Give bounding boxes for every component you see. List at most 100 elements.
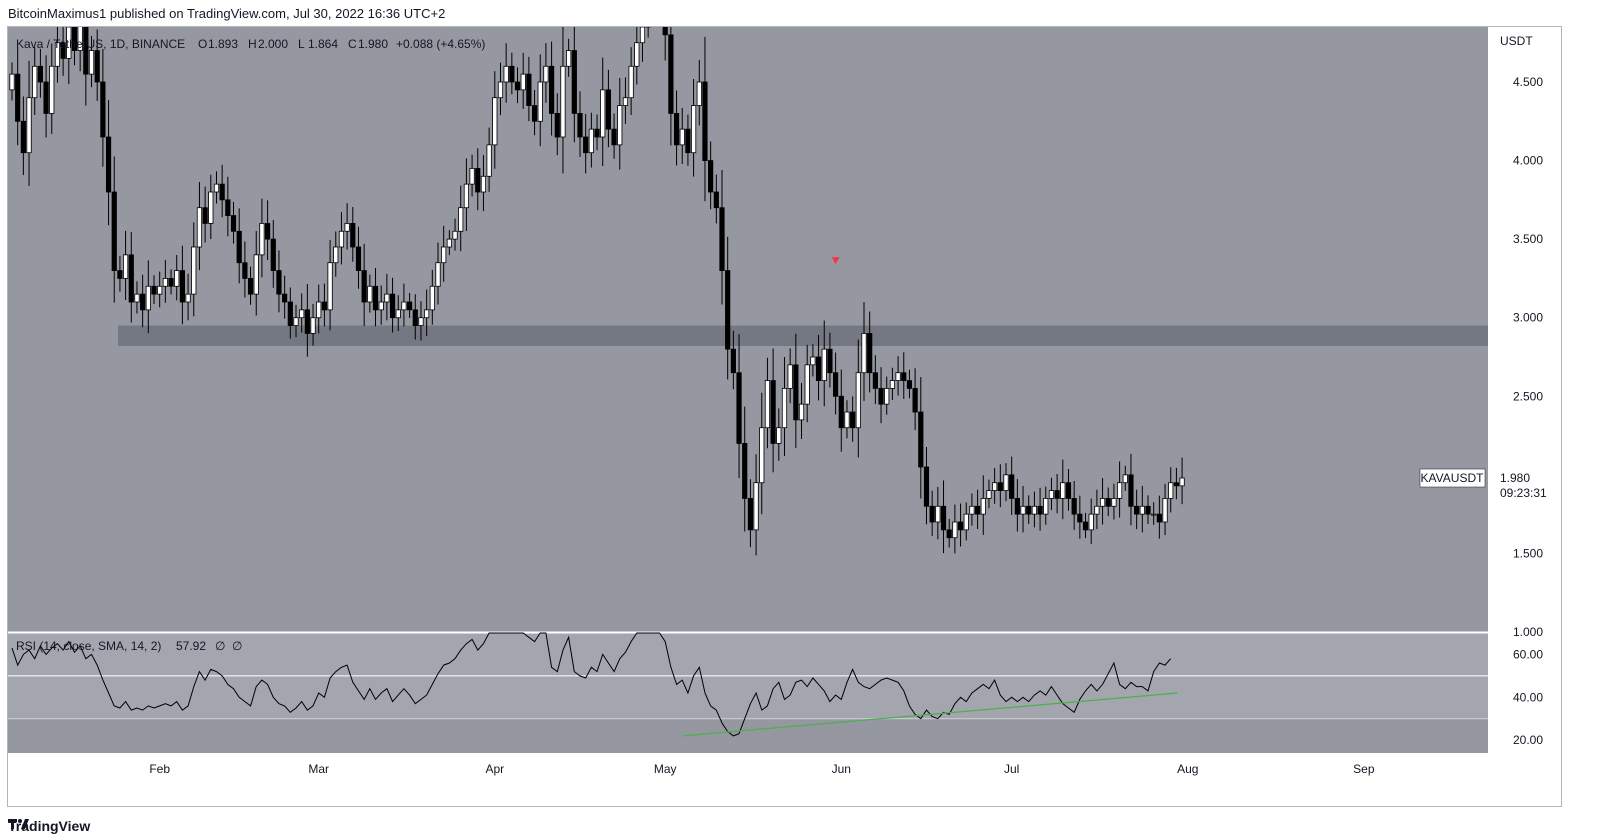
candle-down[interactable] <box>736 372 742 444</box>
candle-down[interactable] <box>923 466 930 507</box>
candle-up[interactable] <box>446 238 452 248</box>
candle-down[interactable] <box>475 168 481 193</box>
candle-down[interactable] <box>282 293 288 303</box>
candle-up[interactable] <box>1060 482 1066 499</box>
candle-down[interactable] <box>247 278 254 295</box>
candle-down[interactable] <box>406 301 413 311</box>
candle-up[interactable] <box>123 254 129 279</box>
candle-down[interactable] <box>1145 505 1151 515</box>
candle-down[interactable] <box>20 120 26 154</box>
candle-up[interactable] <box>1179 477 1185 487</box>
candle-up[interactable] <box>77 27 83 51</box>
candle-up[interactable] <box>378 301 384 311</box>
candle-down[interactable] <box>1026 505 1032 515</box>
candle-up[interactable] <box>316 301 322 319</box>
candle-up[interactable] <box>969 505 975 515</box>
candle-up[interactable] <box>844 411 850 429</box>
candle-up[interactable] <box>145 285 151 311</box>
candle-up[interactable] <box>299 309 305 319</box>
candle-up[interactable] <box>1139 505 1145 515</box>
candle-down[interactable] <box>770 380 776 444</box>
candle-down[interactable] <box>1077 513 1083 523</box>
candle-down[interactable] <box>83 27 89 75</box>
candle-up[interactable] <box>992 482 998 491</box>
candle-up[interactable] <box>691 105 697 154</box>
candle-down[interactable] <box>37 65 44 83</box>
candle-down[interactable] <box>168 278 174 287</box>
candle-down[interactable] <box>725 270 731 350</box>
candle-up[interactable] <box>32 65 38 99</box>
candle-down[interactable] <box>594 128 600 138</box>
candle-down[interactable] <box>1054 490 1060 499</box>
candle-up[interactable] <box>884 388 890 405</box>
candle-down[interactable] <box>304 309 310 334</box>
candle-up[interactable] <box>253 254 259 295</box>
candle-up[interactable] <box>1111 498 1117 507</box>
candle-up[interactable] <box>9 73 15 91</box>
candle-up[interactable] <box>1043 498 1049 515</box>
candle-up[interactable] <box>810 356 816 366</box>
candle-up[interactable] <box>54 42 61 67</box>
candle-down[interactable] <box>793 364 799 421</box>
candle-up[interactable] <box>401 301 407 311</box>
candle-down[interactable] <box>140 293 146 311</box>
candle-down[interactable] <box>838 395 844 429</box>
candle-down[interactable] <box>827 348 833 374</box>
candle-up[interactable] <box>191 246 197 295</box>
candle-down[interactable] <box>361 270 367 303</box>
candle-up[interactable] <box>344 223 350 232</box>
candle-up[interactable] <box>821 348 827 381</box>
candle-up[interactable] <box>986 490 992 499</box>
chart-canvas[interactable]: 4.500 4.000 3.500 3.000 2.500 2.000 1.500 1.000… <box>8 27 1561 806</box>
candle-up[interactable] <box>1088 513 1094 531</box>
candle-down[interactable] <box>1156 513 1162 523</box>
candle-up[interactable] <box>338 230 345 248</box>
candle-down[interactable] <box>577 113 583 138</box>
candle-up[interactable] <box>696 81 702 106</box>
candle-down[interactable] <box>287 301 293 326</box>
candle-up[interactable] <box>861 333 867 374</box>
candle-down[interactable] <box>71 27 78 51</box>
candle-up[interactable] <box>384 293 390 303</box>
candle-up[interactable] <box>798 403 805 421</box>
candle-up[interactable] <box>441 246 447 264</box>
candle-down[interactable] <box>912 388 918 413</box>
candle-up[interactable] <box>804 364 810 405</box>
candle-up[interactable] <box>566 50 572 67</box>
candle-down[interactable] <box>850 411 856 429</box>
candle-down[interactable] <box>1009 474 1015 499</box>
candle-up[interactable] <box>855 372 861 429</box>
candle-up[interactable] <box>759 427 765 484</box>
candle-down[interactable] <box>412 309 418 326</box>
candle-down[interactable] <box>708 160 714 193</box>
candle-down[interactable] <box>713 191 719 209</box>
candle-down[interactable] <box>929 505 935 523</box>
candle-down[interactable] <box>1128 474 1134 507</box>
candle-up[interactable] <box>895 372 901 381</box>
candle-up[interactable] <box>259 223 265 256</box>
candle-down[interactable] <box>872 372 878 389</box>
candle-down[interactable] <box>179 270 185 303</box>
candle-down[interactable] <box>111 191 117 271</box>
candle-down[interactable] <box>1082 521 1089 531</box>
candle-down[interactable] <box>526 73 532 106</box>
candle-down[interactable] <box>605 89 612 130</box>
candle-up[interactable] <box>503 65 509 83</box>
candle-down[interactable] <box>1014 498 1020 515</box>
candle-up[interactable] <box>963 513 969 531</box>
candle-down[interactable] <box>1065 482 1072 499</box>
candle-up[interactable] <box>781 388 788 429</box>
candle-down[interactable] <box>878 388 884 405</box>
candle-up[interactable] <box>418 317 424 326</box>
candle-up[interactable] <box>1151 513 1157 516</box>
candle-up[interactable] <box>49 65 55 114</box>
candle-up[interactable] <box>174 270 180 287</box>
candle-up[interactable] <box>429 285 435 311</box>
candle-down[interactable] <box>276 270 282 295</box>
candle-down[interactable] <box>673 113 680 146</box>
candle-up[interactable] <box>639 27 646 44</box>
candle-down[interactable] <box>997 482 1003 491</box>
candle-down[interactable] <box>151 285 157 295</box>
candle-down[interactable] <box>730 348 736 374</box>
candle-up[interactable] <box>208 191 214 224</box>
